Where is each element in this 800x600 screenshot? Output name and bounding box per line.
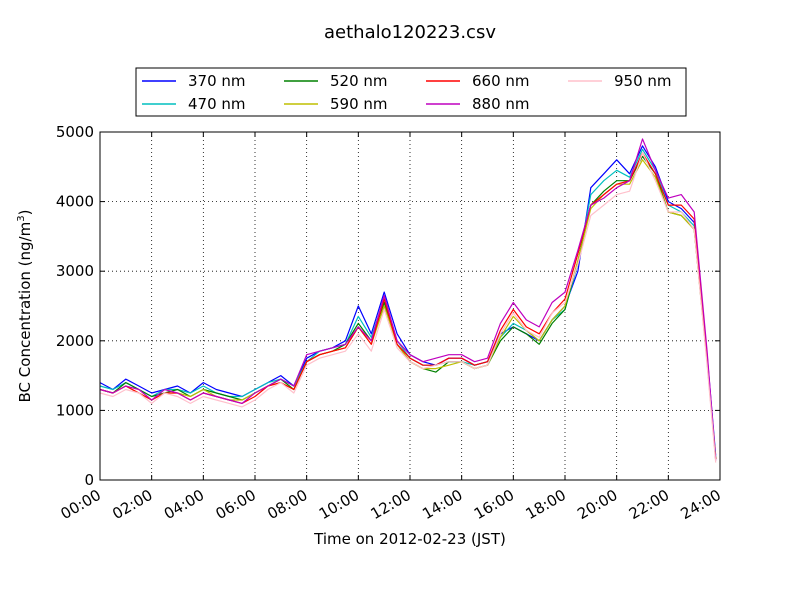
legend: 370 nm 470 nm 520 nm 590 nm 660 nm 880 nm 950 …: [135, 67, 687, 117]
y-tick-label: 1000: [56, 401, 94, 419]
y-axis-label: BC Concentration (ng/m3): [16, 210, 34, 403]
chart-title: aethalo120223.csv: [324, 22, 496, 43]
legend-label: 370 nm: [188, 72, 246, 90]
y-tick-label: 3000: [56, 262, 94, 280]
y-tick-label: 0: [84, 471, 94, 489]
y-axis-label-superscript: 3: [16, 215, 27, 221]
legend-label: 880 nm: [472, 95, 530, 113]
grid-lines: [100, 132, 720, 480]
y-tick-label: 4000: [56, 193, 94, 211]
y-tick-label: 5000: [56, 123, 94, 141]
series-line-880-nm: [99, 138, 717, 461]
series-line-950-nm: [99, 152, 717, 463]
legend-label: 470 nm: [188, 95, 246, 113]
axis-ticks: [99, 131, 721, 481]
legend-box: [135, 67, 687, 117]
y-tick-labels: 0 1000 2000 3000 4000 5000: [56, 123, 94, 489]
legend-label: 950 nm: [614, 72, 672, 90]
legend-label: 590 nm: [330, 95, 388, 113]
y-axis-label-main: BC Concentration (ng/m: [16, 222, 34, 403]
legend-label: 660 nm: [472, 72, 530, 90]
y-axis-label-close: ): [16, 210, 34, 216]
series-lines: [99, 138, 717, 463]
y-tick-label: 2000: [56, 332, 94, 350]
legend-label: 520 nm: [330, 72, 388, 90]
x-axis-label: Time on 2012-02-23 (JST): [313, 530, 506, 548]
